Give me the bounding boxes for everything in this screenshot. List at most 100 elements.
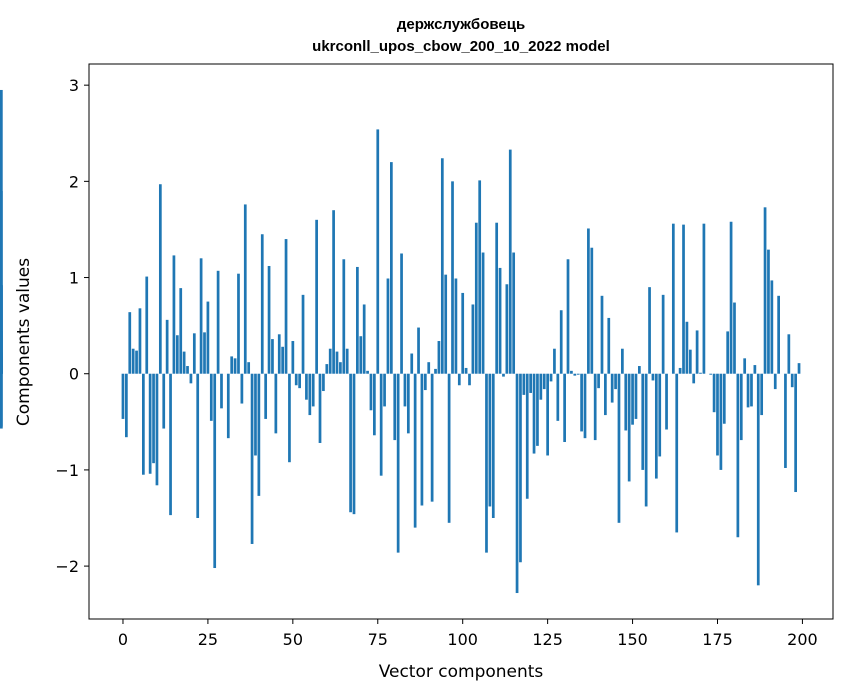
- bar: [739, 373, 743, 441]
- bar: [461, 292, 465, 374]
- bar: [121, 373, 125, 419]
- bar: [468, 373, 471, 386]
- bar: [291, 341, 295, 374]
- bar: [624, 373, 628, 431]
- bar: [362, 304, 366, 374]
- bar: [648, 287, 651, 374]
- bar: [580, 373, 583, 432]
- bar: [498, 267, 502, 374]
- bar: [247, 362, 251, 374]
- bar: [539, 373, 543, 400]
- bar: [396, 373, 400, 553]
- bar: [342, 259, 346, 374]
- bar: [508, 149, 512, 374]
- bar: [787, 334, 791, 374]
- bar: [525, 373, 529, 499]
- bar: [332, 210, 335, 374]
- bar: [522, 373, 526, 395]
- bar: [671, 223, 675, 374]
- bar: [576, 373, 580, 375]
- bar: [661, 294, 665, 374]
- bar: [158, 184, 162, 374]
- bar: [607, 317, 611, 374]
- bar: [760, 373, 764, 416]
- bar: [406, 373, 410, 434]
- bar: [277, 334, 281, 374]
- bar: [182, 351, 186, 374]
- bar: [315, 219, 318, 374]
- bar: [631, 373, 634, 425]
- bar: [604, 373, 607, 416]
- bar: [587, 228, 590, 374]
- bar: [638, 366, 641, 374]
- bar: [627, 373, 631, 482]
- bar: [634, 373, 638, 419]
- bar: [644, 373, 648, 507]
- bar: [413, 373, 417, 528]
- bar: [349, 373, 352, 513]
- bar: [688, 349, 692, 374]
- bar: [162, 373, 166, 429]
- bar: [617, 373, 621, 523]
- bar: [216, 270, 220, 374]
- bar: [675, 373, 679, 533]
- bar: [284, 239, 288, 374]
- bar: [542, 373, 546, 390]
- bar: [339, 362, 342, 374]
- bar: [135, 350, 138, 374]
- bar: [790, 373, 794, 388]
- bar: [437, 341, 441, 374]
- y-tick-label: 1: [69, 269, 79, 288]
- bar: [719, 373, 723, 470]
- bar: [430, 373, 434, 502]
- bar: [379, 373, 383, 476]
- bar: [654, 373, 658, 479]
- x-tick-label: 25: [198, 630, 218, 649]
- bar: [665, 373, 668, 430]
- bar: [260, 234, 264, 374]
- bar: [519, 373, 522, 563]
- bar: [393, 373, 397, 441]
- bar: [308, 373, 312, 416]
- bar: [563, 373, 566, 443]
- bar: [614, 373, 617, 390]
- bar: [722, 373, 726, 424]
- bar: [502, 373, 505, 377]
- bar: [305, 373, 308, 400]
- bar: [729, 221, 733, 374]
- bar: [773, 373, 777, 390]
- bar: [206, 301, 210, 374]
- bar: [784, 373, 787, 468]
- bar: [549, 373, 553, 382]
- bar: [434, 368, 437, 374]
- bar: [716, 373, 719, 456]
- bar: [515, 373, 519, 594]
- bar: [366, 370, 369, 374]
- bar: [481, 252, 485, 374]
- bar: [175, 335, 179, 374]
- bar: [420, 373, 424, 506]
- bar: [390, 162, 393, 374]
- bar: [695, 330, 699, 374]
- bar: [356, 266, 359, 374]
- bar: [240, 373, 244, 404]
- bar: [148, 373, 152, 474]
- x-axis-ticks: 0 25 50 75 100 125 150 175 200: [118, 619, 818, 649]
- bar: [556, 373, 560, 421]
- bar: [600, 295, 604, 374]
- bar: [192, 333, 196, 374]
- bar: [495, 222, 499, 374]
- bar: [311, 373, 315, 407]
- bar: [0, 285, 3, 374]
- bar: [274, 373, 278, 434]
- bar: [328, 348, 332, 374]
- bar: [763, 207, 767, 374]
- bar: [423, 373, 427, 391]
- y-tick-label: −1: [55, 461, 79, 480]
- bar: [179, 288, 183, 374]
- bar: [797, 363, 801, 374]
- bar: [702, 223, 706, 374]
- bar: [573, 373, 577, 376]
- bar: [464, 367, 468, 374]
